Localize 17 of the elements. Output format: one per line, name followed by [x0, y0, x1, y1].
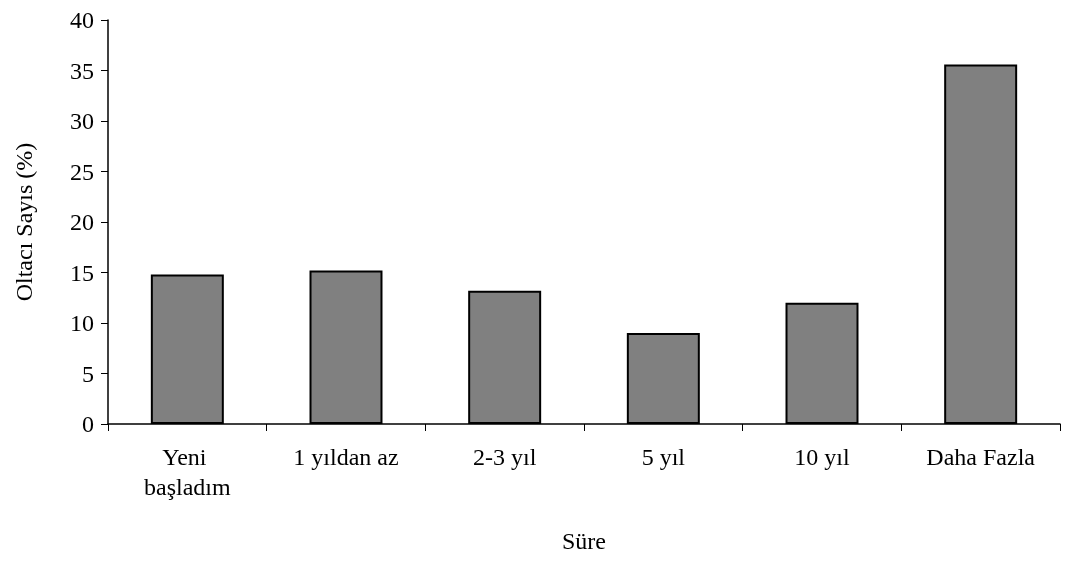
y-tick-label: 20 — [70, 209, 94, 235]
y-tick-label: 0 — [82, 411, 94, 437]
y-tick-label: 25 — [70, 158, 94, 185]
y-tick-label: 10 — [70, 310, 94, 336]
x-tick-label: 1 yıldan az — [293, 444, 399, 470]
y-tick-label: 35 — [70, 57, 94, 84]
x-tick-label: 2-3 yıl — [473, 444, 537, 470]
y-tick-label: 15 — [70, 259, 94, 286]
y-tick-label: 30 — [70, 108, 94, 134]
x-tick-label: Daha Fazla — [926, 444, 1036, 470]
x-axis-title: Süre — [562, 528, 606, 554]
x-tick-label: 5 yıl — [641, 444, 686, 470]
x-tick-label: 10 yıl — [794, 444, 850, 470]
y-tick-label: 5 — [82, 360, 94, 387]
x-tick-label: Yeni başladım — [144, 444, 231, 500]
y-axis-title: Oltacı Sayıs (%) — [11, 142, 37, 302]
y-tick-label: 40 — [70, 7, 94, 33]
